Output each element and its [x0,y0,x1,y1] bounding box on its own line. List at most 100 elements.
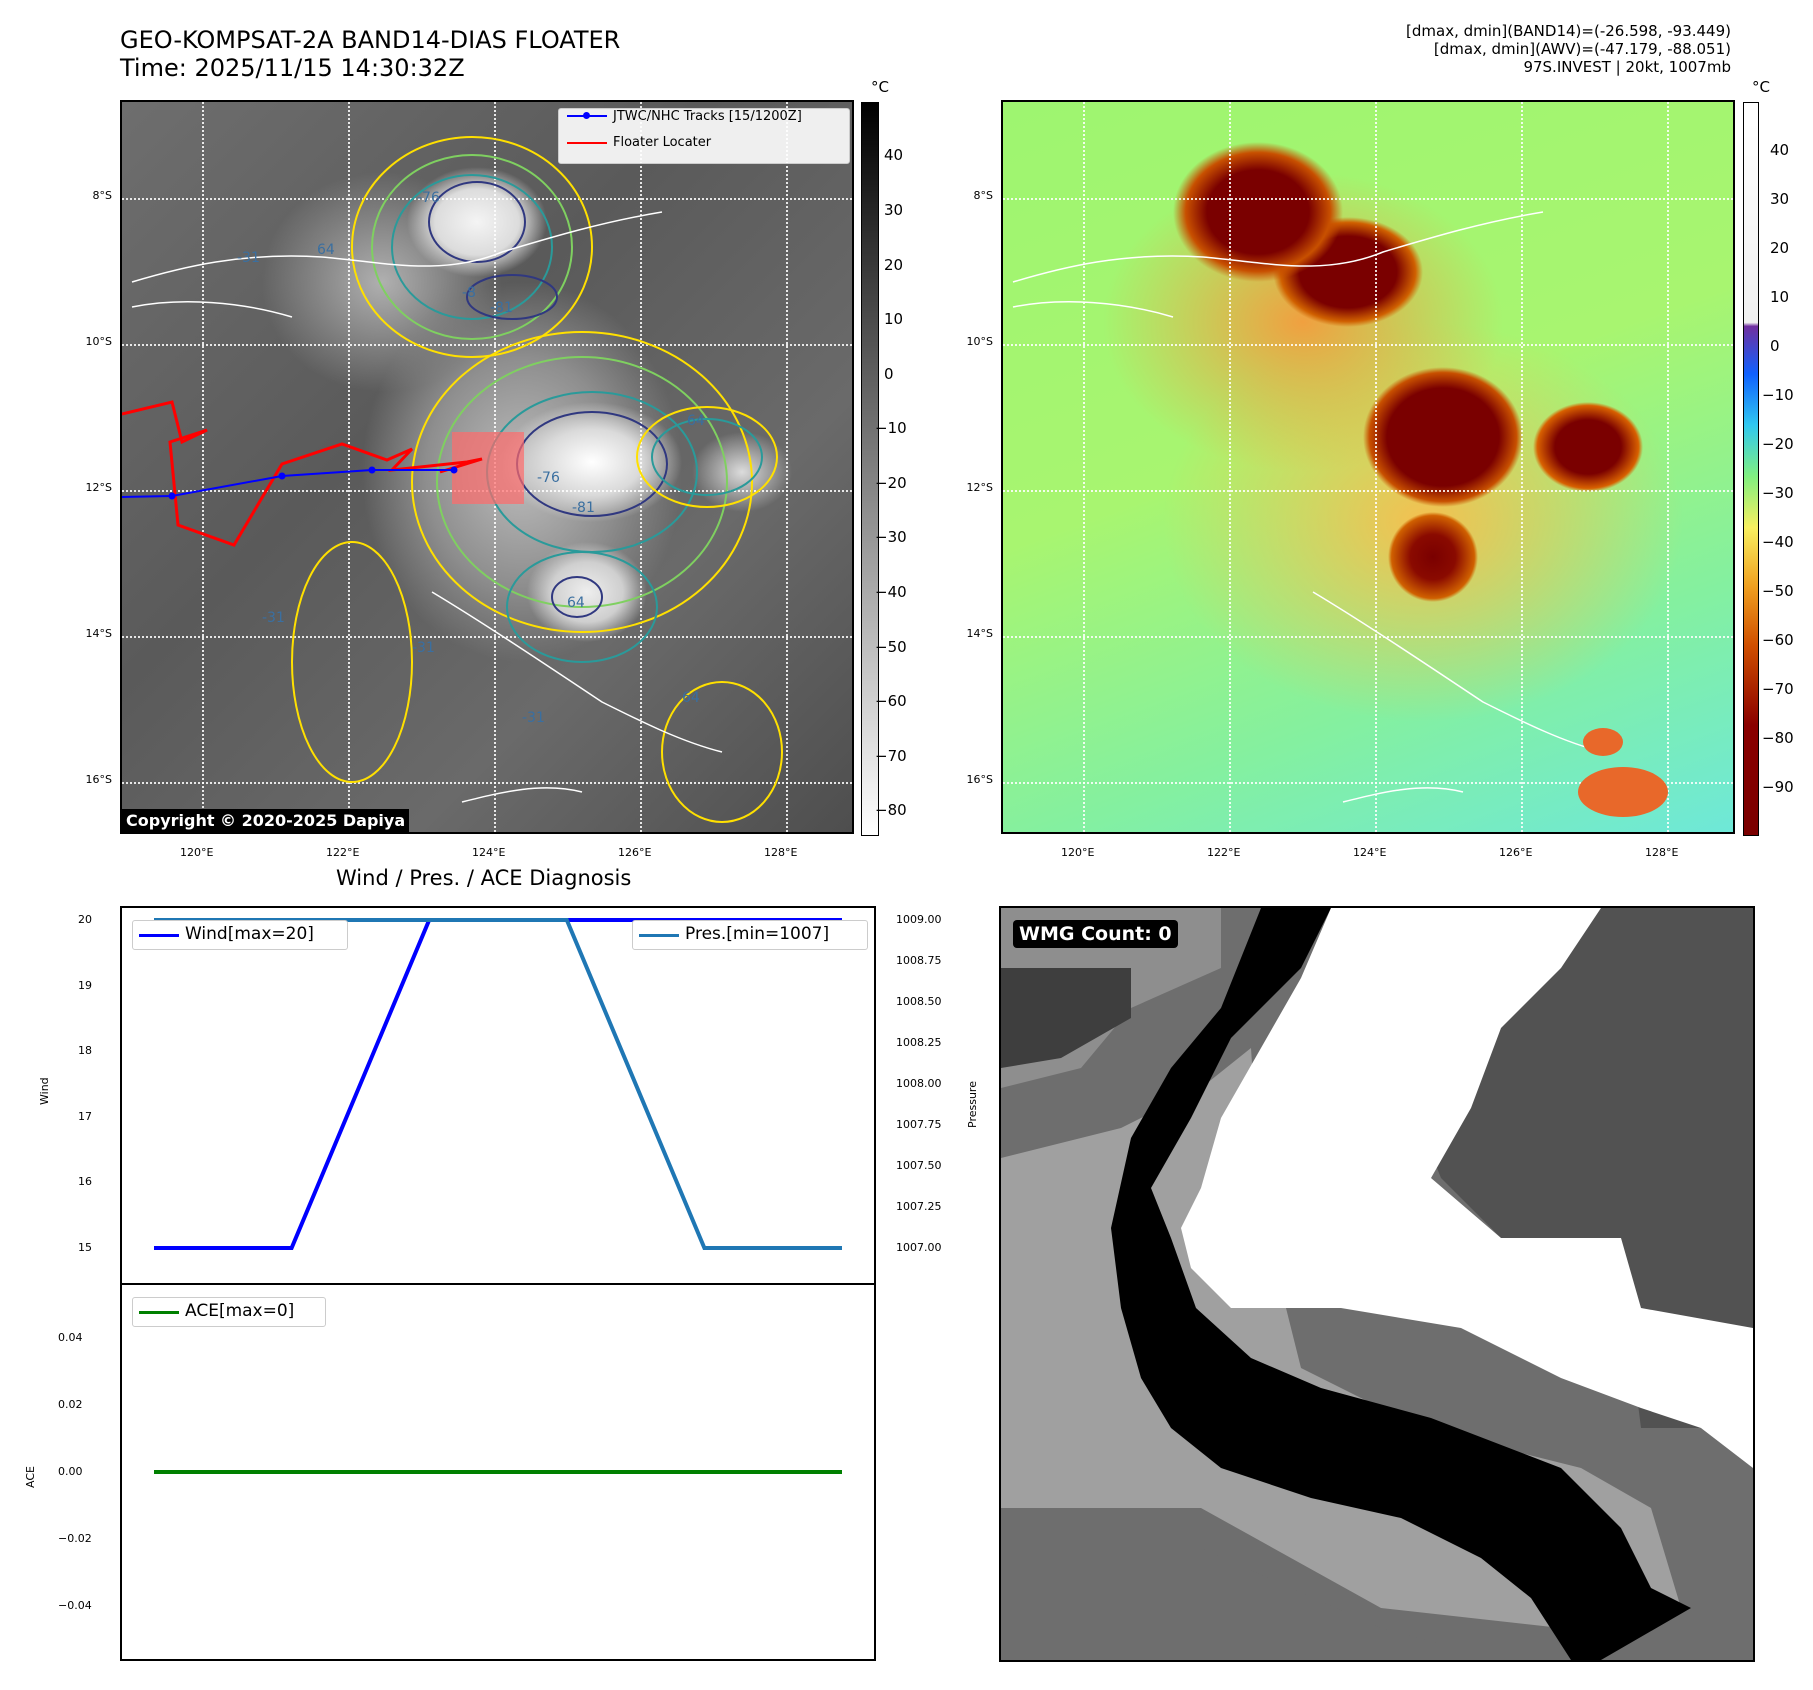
ir-cbar-tick: 20 [884,256,904,274]
awv-cbar-tick: −70 [1762,680,1794,698]
contour-label-6: -76 [537,470,560,486]
pressure-tick-label: 1008.75 [896,954,942,967]
track-point [450,466,458,474]
coastline-2 [131,301,293,318]
ace-tick-label: 0.02 [58,1398,83,1412]
contour-label-0: -76 [417,190,440,206]
ace-tick-label: 0.04 [58,1331,83,1345]
lat-label: 12°S [85,481,112,494]
awv-coastline-4 [1342,787,1464,803]
awv-cbar-tick: 40 [1770,141,1790,159]
awv-lat-label: 14°S [966,627,993,640]
awv-cbar-tick: 0 [1770,337,1780,355]
contour-core [428,181,526,263]
legend-floater: Floater Locater [613,135,712,150]
contour-mid [371,154,573,340]
contour-core-4 [551,576,603,618]
wind-legend-label: Wind[max=20] [185,924,314,944]
wind-tick-label: 20 [78,913,92,926]
legend-tracks: JTWC/NHC Tracks [15/1200Z] [613,109,802,124]
ace-legend-label: ACE[max=0] [185,1301,295,1321]
ace-plot: ACE[max=0] [120,1283,876,1661]
contour-label-5: 64 [687,413,705,429]
map-legend: JTWC/NHC Tracks [15/1200Z] Floater Locat… [558,108,850,164]
wmg-count-badge: WMG Count: 0 [1013,920,1178,948]
awv-cbar-tick: −80 [1762,729,1794,747]
awv-range: [dmax, dmin](AWV)=(-47.179, -88.051) [1433,40,1731,58]
contour-label-10: -31 [412,640,435,656]
ir-cbar-tick: 0 [884,365,894,383]
figure-title: GEO-KOMPSAT-2A BAND14-DIAS FLOATER [120,26,621,54]
pressure-tick-label: 1008.00 [896,1077,942,1090]
awv-cbar-tick: 20 [1770,239,1790,257]
awv-cbar-tick: −50 [1762,582,1794,600]
pres-legend-label: Pres.[min=1007] [685,924,830,944]
contour-outer-2 [411,331,753,633]
contour-label-8: 64 [567,595,585,611]
contour-outer-6 [291,541,413,783]
awv-coastline-overlay [1012,211,1668,817]
contour-inner-3 [506,551,658,663]
contour-label-2: -31 [237,250,260,266]
wmg-region-dark [1001,968,1131,1068]
ace-tick-label: −0.02 [58,1531,92,1545]
lon-label: 122°E [326,846,360,859]
awv-colorbar-unit: °C [1752,78,1770,96]
track-point [278,472,286,480]
wind-tick-label: 18 [78,1044,92,1058]
awv-cbar-tick: 30 [1770,190,1790,208]
pres-legend: Pres.[min=1007] [632,920,868,950]
awv-cell [1583,728,1623,756]
ir-colorbar-unit: °C [871,78,889,96]
ir-cbar-tick: −20 [875,474,907,492]
contour-label-7: -81 [572,500,595,516]
wmg-region-low [1001,1528,1501,1660]
ir-cbar-tick: −30 [875,528,907,546]
lon-label: 120°E [180,846,214,859]
awv-cbar-tick: −10 [1762,386,1794,404]
wind-axis-title: Wind [38,1077,51,1105]
pressure-tick-label: 1007.50 [896,1159,942,1172]
lon-label: 124°E [472,846,506,859]
wind-tick-label: 15 [78,1241,92,1254]
ir-cbar-tick: 10 [884,310,904,328]
contour-inner [391,174,553,320]
awv-lat-label: 8°S [973,189,993,202]
awv-map-panel [1001,100,1735,834]
ir-map-panel: -76 64 -31 -8 -81 64 -76 -81 64 -31 -31 … [120,100,854,834]
ace-tick-label: 0.00 [58,1465,83,1478]
awv-lon-label: 126°E [1499,846,1533,859]
lon-label: 126°E [618,846,652,859]
awv-cbar-tick: 10 [1770,288,1790,306]
ace-tick-label: −0.04 [58,1598,92,1612]
awv-coastline-1 [1012,211,1544,283]
lat-label: 16°S [85,773,112,786]
diagnosis-title: Wind / Pres. / ACE Diagnosis [336,866,632,890]
ir-cbar-tick: −70 [875,747,907,765]
awv-cell [1578,767,1668,817]
awv-coastline-3 [1312,591,1604,753]
ir-cbar-tick: 30 [884,201,904,219]
awv-coastline-2 [1012,301,1174,318]
coastline-3 [431,591,723,753]
ir-cbar-tick: −40 [875,583,907,601]
ir-colorbar [861,102,879,836]
contour-label-12: -31 [522,710,545,726]
ir-cbar-tick: −10 [875,419,907,437]
awv-lat-label: 12°S [966,481,993,494]
pressure-axis-title: Pressure [966,1081,979,1128]
contour-outer [351,136,593,358]
contour-label-1: 64 [317,242,335,258]
contour-label-3: -8 [462,285,476,301]
awv-lon-label: 124°E [1353,846,1387,859]
coastline-1 [131,211,663,283]
wind-pressure-plot: Wind[max=20] Pres.[min=1007] [120,906,876,1284]
ace-legend: ACE[max=0] [132,1297,326,1327]
awv-lat-label: 16°S [966,773,993,786]
wind-series-line [154,918,842,1250]
contour-mid-2 [436,356,728,608]
wind-tick-label: 16 [78,1175,92,1189]
awv-lat-label: 10°S [966,335,993,348]
lat-label: 8°S [92,189,112,202]
lat-label: 10°S [85,335,112,348]
